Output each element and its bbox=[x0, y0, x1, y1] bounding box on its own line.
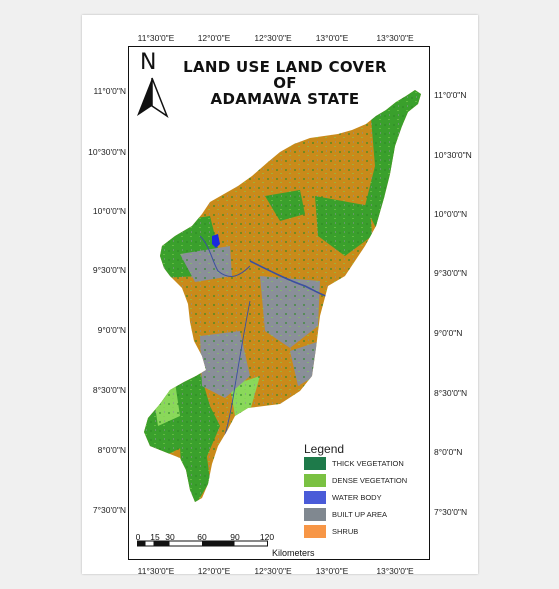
legend-label: SHRUB bbox=[332, 527, 359, 536]
lat-label-right: 9°30'0"N bbox=[434, 268, 468, 278]
scale-tick-label: 90 bbox=[230, 532, 240, 542]
legend-swatch bbox=[304, 491, 326, 504]
lon-label-bottom: 13°0'0"E bbox=[315, 566, 349, 576]
legend-title: Legend bbox=[304, 442, 345, 456]
lat-label-left: 8°0'0"N bbox=[97, 445, 126, 455]
lat-label-left: 10°30'0"N bbox=[88, 147, 126, 157]
scale-tick-label: 15 bbox=[150, 532, 160, 542]
lat-label-right: 10°0'0"N bbox=[434, 209, 468, 219]
lon-label-top: 13°0'0"E bbox=[315, 33, 349, 43]
scale-tick-label: 60 bbox=[197, 532, 207, 542]
lon-label-top: 12°30'0"E bbox=[254, 33, 292, 43]
map-title-line-3: ADAMAWA STATE bbox=[210, 90, 360, 108]
lon-label-bottom: 11°30'0"E bbox=[137, 566, 175, 576]
lat-label-left: 11°0'0"N bbox=[93, 86, 126, 96]
lat-label-right: 11°0'0"N bbox=[434, 90, 467, 100]
land-cover-classes bbox=[144, 90, 421, 502]
lat-label-left: 7°30'0"N bbox=[92, 505, 126, 515]
land-cover-texture bbox=[144, 90, 421, 502]
map-title-line-2: OF bbox=[273, 74, 297, 92]
river bbox=[221, 300, 251, 447]
north-label: N bbox=[140, 50, 157, 75]
legend-swatch bbox=[304, 525, 326, 538]
lat-label-left: 9°0'0"N bbox=[97, 325, 126, 335]
north-arrow-icon bbox=[137, 77, 169, 118]
lat-label-right: 8°0'0"N bbox=[434, 447, 463, 457]
lat-label-left: 8°30'0"N bbox=[92, 385, 126, 395]
lat-label-right: 8°30'0"N bbox=[434, 388, 468, 398]
map-title-line-1: LAND USE LAND COVER bbox=[183, 58, 387, 76]
legend-label: BUILT UP AREA bbox=[332, 510, 388, 519]
scale-tick-label: 120 bbox=[259, 532, 275, 542]
scale-tick-label: 30 bbox=[165, 532, 175, 542]
water-body-area bbox=[212, 234, 220, 248]
river bbox=[249, 260, 327, 297]
scale-units: Kilometers bbox=[272, 548, 315, 558]
legend-swatch bbox=[304, 508, 326, 521]
scale-bar bbox=[137, 540, 268, 547]
legend-label: WATER BODY bbox=[332, 493, 382, 502]
legend-label: THICK VEGETATION bbox=[332, 459, 404, 468]
legend-swatch bbox=[304, 457, 326, 470]
lon-label-top: 13°30'0"E bbox=[376, 33, 414, 43]
land-cover-map bbox=[144, 90, 421, 502]
lon-label-bottom: 13°30'0"E bbox=[376, 566, 414, 576]
lon-label-top: 12°0'0"E bbox=[197, 33, 231, 43]
lat-label-left: 10°0'0"N bbox=[92, 206, 126, 216]
lon-label-top: 11°30'0"E bbox=[137, 33, 175, 43]
river bbox=[199, 235, 251, 277]
lat-label-left: 9°30'0"N bbox=[92, 265, 126, 275]
legend-label: DENSE VEGETATION bbox=[332, 476, 408, 485]
lon-label-bottom: 12°0'0"E bbox=[197, 566, 231, 576]
lat-label-right: 10°30'0"N bbox=[434, 150, 472, 160]
lat-label-right: 9°0'0"N bbox=[434, 328, 463, 338]
lon-label-bottom: 12°30'0"E bbox=[254, 566, 292, 576]
scale-tick-label: 0 bbox=[135, 532, 141, 542]
lat-label-right: 7°30'0"N bbox=[434, 507, 468, 517]
legend-swatch bbox=[304, 474, 326, 487]
